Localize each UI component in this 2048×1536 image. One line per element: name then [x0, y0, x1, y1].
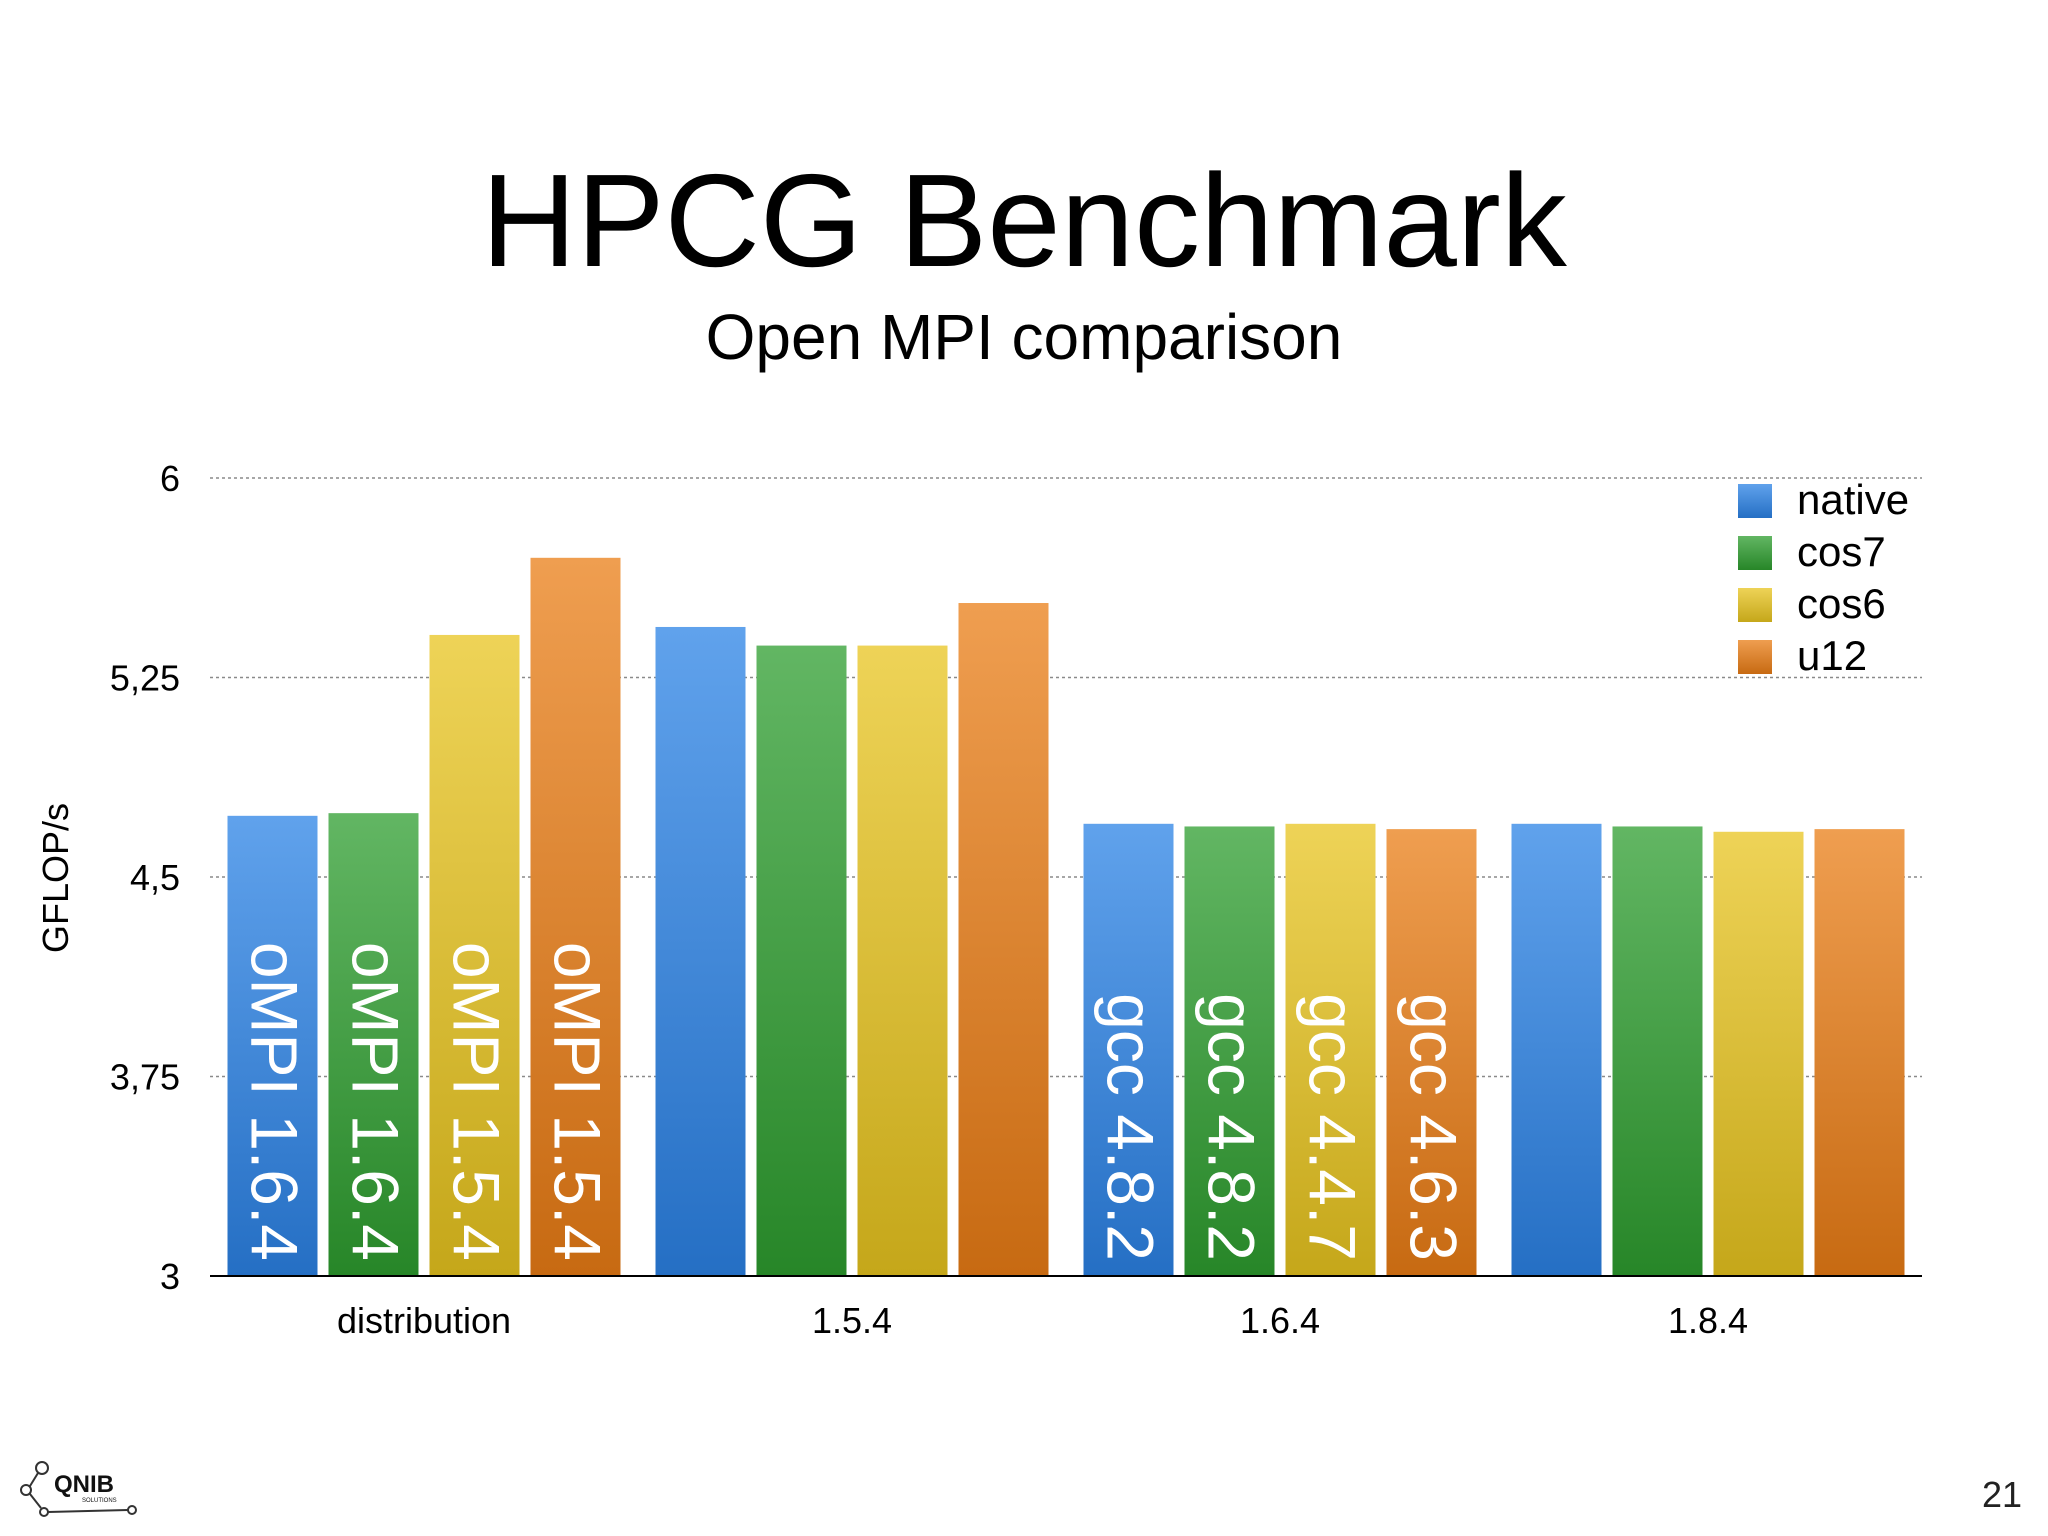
y-tick-label: 3,75: [110, 1057, 180, 1098]
bar-u12-1-8-4: [1814, 829, 1905, 1276]
bar-native-1-5-4: [655, 626, 746, 1276]
bar-label: oMPI 1.6.4: [339, 942, 413, 1261]
bar-labels: oMPI 1.6.4 oMPI 1.6.4 oMPI 1.5.4 oMPI 1.5.4…: [238, 942, 1471, 1261]
legend-label: cos7: [1797, 528, 1886, 575]
bar-native-1-8-4: [1511, 823, 1602, 1276]
qnib-logo: QNIB SOLUTIONS: [20, 1461, 137, 1517]
bar-u12-1-6-4: [1386, 829, 1477, 1276]
x-tick-label: 1.6.4: [1240, 1300, 1320, 1341]
x-tick-label: distribution: [337, 1300, 511, 1341]
bar-cos6-1-5-4: [857, 645, 948, 1276]
bar-cos6-1-8-4: [1713, 831, 1804, 1276]
bars: [227, 557, 1905, 1276]
x-tick-label: 1.8.4: [1668, 1300, 1748, 1341]
bar-u12-distribution: [530, 557, 621, 1276]
legend-label: cos6: [1797, 580, 1886, 627]
y-tick-label: 4,5: [130, 857, 180, 898]
y-axis-ticks: 3 3,75 4,5 5,25 6: [110, 458, 180, 1297]
legend-swatch-native: [1738, 484, 1772, 518]
legend-swatch-cos7: [1738, 536, 1772, 570]
bar-label: gcc 4.8.2: [1094, 993, 1168, 1261]
bar-native-1-6-4: [1083, 823, 1174, 1276]
legend-swatch-cos6: [1738, 588, 1772, 622]
legend: native cos7 cos6 u12: [1738, 476, 1909, 679]
bar-label: oMPI 1.5.4: [440, 942, 514, 1261]
bar-cos7-1-5-4: [756, 645, 847, 1276]
bar-label: oMPI 1.6.4: [238, 942, 312, 1261]
slide-title: HPCG Benchmark: [481, 147, 1567, 294]
bar-u12-1-5-4: [958, 603, 1049, 1276]
bar-label: gcc 4.4.7: [1296, 993, 1370, 1261]
bar-cos7-1-8-4: [1612, 826, 1703, 1276]
bar-cos7-distribution: [328, 813, 419, 1276]
y-tick-label: 3: [160, 1256, 180, 1297]
legend-swatch-u12: [1738, 640, 1772, 674]
logo-text: QNIB: [54, 1471, 114, 1498]
logo-subtext: SOLUTIONS: [82, 1498, 117, 1504]
legend-label: u12: [1797, 632, 1867, 679]
bar-cos6-distribution: [429, 634, 520, 1276]
bar-label: gcc 4.8.2: [1195, 993, 1269, 1261]
y-tick-label: 6: [160, 458, 180, 499]
bar-cos6-1-6-4: [1285, 823, 1376, 1276]
slide-subtitle: Open MPI comparison: [705, 301, 1343, 373]
bar-label: gcc 4.6.3: [1397, 993, 1471, 1261]
x-tick-label: 1.5.4: [812, 1300, 892, 1341]
bar-native-distribution: [227, 815, 318, 1276]
y-tick-label: 5,25: [110, 658, 180, 699]
legend-label: native: [1797, 476, 1909, 523]
x-axis-ticks: distribution 1.5.4 1.6.4 1.8.4: [337, 1300, 1748, 1341]
bar-label: oMPI 1.5.4: [541, 942, 615, 1261]
bar-cos7-1-6-4: [1184, 826, 1275, 1276]
page-number: 21: [1981, 1474, 2022, 1515]
y-axis-label: GFLOP/s: [35, 803, 76, 953]
